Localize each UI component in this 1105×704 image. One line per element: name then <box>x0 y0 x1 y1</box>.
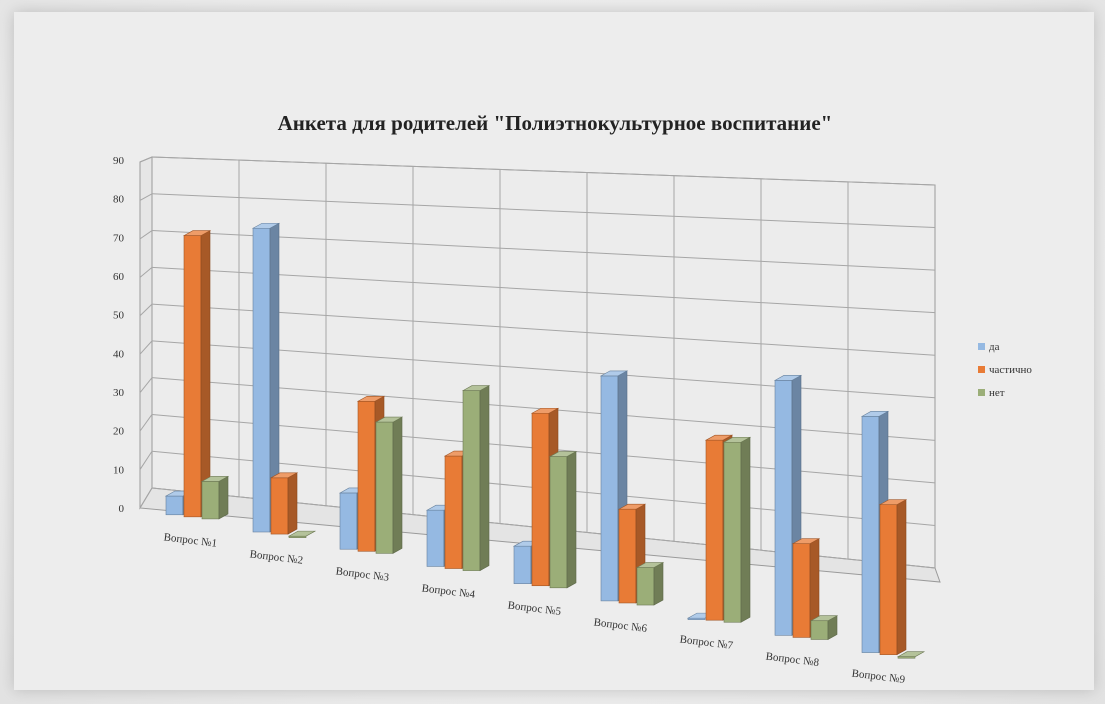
y-tick-label: 60 <box>113 271 125 283</box>
bar-net <box>809 615 839 640</box>
bar-net <box>461 385 491 572</box>
x-category-label: Вопрос №1 <box>163 531 218 549</box>
bar-net <box>548 451 578 589</box>
x-category-label: Вопрос №5 <box>507 599 562 618</box>
y-tick-label: 20 <box>113 426 125 438</box>
x-category-label: Вопрос №9 <box>851 668 906 687</box>
gridline-side <box>139 414 153 432</box>
gridline-horizontal <box>151 340 936 399</box>
y-tick-label: 40 <box>113 348 125 360</box>
legend-swatch <box>978 389 985 396</box>
legend-label: да <box>989 341 1000 353</box>
bar-net <box>374 416 404 554</box>
y-tick-label: 80 <box>113 194 125 206</box>
gridline-horizontal <box>151 266 936 314</box>
x-category-label: Вопрос №4 <box>421 582 476 601</box>
gridline-side <box>139 450 153 470</box>
x-category-label: Вопрос №6 <box>593 616 648 635</box>
legend-swatch <box>978 343 985 350</box>
gridline-side <box>139 487 153 509</box>
gridline-side <box>139 303 153 317</box>
y-tick-label: 0 <box>119 503 125 515</box>
legend-label: частично <box>989 364 1032 376</box>
gridline-horizontal <box>151 156 936 186</box>
gridline-side <box>139 377 153 393</box>
legend-item: частично <box>978 364 1032 376</box>
legend-item: да <box>978 341 1000 353</box>
bar-net <box>200 475 230 520</box>
y-axis: 0 10 20 30 40 50 60 70 80 90 <box>113 155 125 515</box>
chart-legend: да частично нет <box>978 341 1032 399</box>
bar-chastichno <box>791 538 821 638</box>
chart-title: Анкета для родителей "Полиэтнокультурное… <box>278 111 833 135</box>
gridline-horizontal <box>151 193 936 229</box>
y-tick-label: 30 <box>113 387 125 399</box>
x-category-label: Вопрос №7 <box>679 633 734 652</box>
y-tick-label: 10 <box>113 464 125 476</box>
bar-chastichno <box>269 472 299 535</box>
legend-item: нет <box>978 387 1005 399</box>
gridline-side <box>139 156 153 163</box>
gridline-side <box>139 340 153 355</box>
y-tick-label: 70 <box>113 232 125 244</box>
gridline-horizontal <box>151 303 936 356</box>
bar-net <box>287 530 317 538</box>
x-category-label: Вопрос №8 <box>765 651 820 670</box>
legend-label: нет <box>989 387 1005 399</box>
x-category-label: Вопрос №3 <box>335 565 390 584</box>
gridline-side <box>139 193 153 201</box>
y-tick-label: 90 <box>113 155 125 167</box>
gridline-horizontal <box>151 230 936 271</box>
bar-net <box>722 436 752 623</box>
chart-bars <box>164 222 926 659</box>
bar-net <box>896 651 926 659</box>
bar-chastichno <box>182 230 212 518</box>
gridline-side <box>139 230 153 240</box>
gridline-side <box>139 266 153 278</box>
bar-chastichno <box>878 499 908 656</box>
y-tick-label: 50 <box>113 310 125 322</box>
bar-da <box>251 222 281 533</box>
x-category-label: Вопрос №2 <box>249 548 304 566</box>
legend-swatch <box>978 366 985 373</box>
side-wall <box>139 156 153 510</box>
bar-net <box>635 562 665 606</box>
